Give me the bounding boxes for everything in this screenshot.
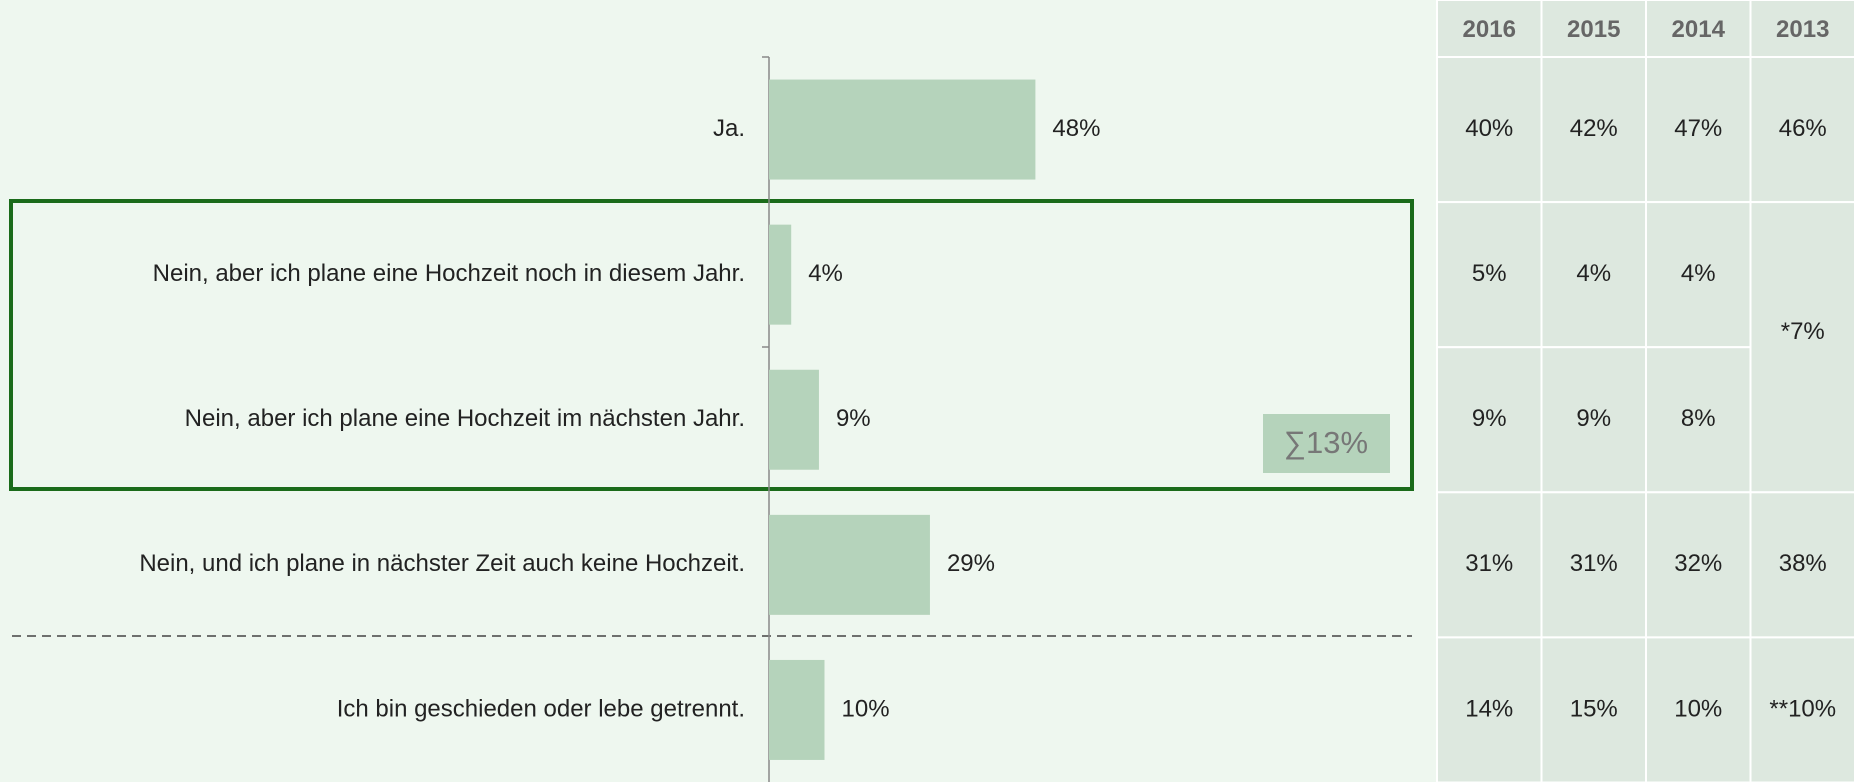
bar-label: Nein, und ich plane in nächster Zeit auc… <box>139 550 745 577</box>
value-label: 4% <box>808 260 843 287</box>
table-value: *7% <box>1781 318 1825 345</box>
table-value: 8% <box>1681 405 1716 432</box>
table-value: 9% <box>1576 405 1611 432</box>
column-header: 2013 <box>1776 16 1829 43</box>
value-label: 9% <box>836 405 871 432</box>
bar <box>769 369 819 470</box>
bar <box>769 79 1036 180</box>
value-label: 48% <box>1052 115 1100 142</box>
table-value: 10% <box>1674 695 1722 722</box>
table-cell <box>1645 491 1752 639</box>
table-value: 31% <box>1570 550 1618 577</box>
highlight-box <box>9 199 1414 491</box>
value-label: 29% <box>947 550 995 577</box>
table-cell <box>1540 491 1647 639</box>
bar-label: Ja. <box>713 115 745 142</box>
table-cell <box>1645 201 1752 349</box>
sum-box <box>1263 414 1390 473</box>
table-value: 9% <box>1472 405 1507 432</box>
table-value: **10% <box>1769 695 1836 722</box>
sum-annotation: ∑13% <box>1284 425 1368 460</box>
bar <box>769 224 792 325</box>
table-cell <box>1436 201 1543 349</box>
table-cell <box>1749 201 1855 494</box>
table-value: 38% <box>1779 550 1827 577</box>
table-value: 42% <box>1570 115 1618 142</box>
table-value: 32% <box>1674 550 1722 577</box>
table-cell <box>1749 636 1855 782</box>
column-header: 2016 <box>1463 16 1516 43</box>
table-value: 31% <box>1465 550 1513 577</box>
value-label: 10% <box>842 695 890 722</box>
table-value: 14% <box>1465 695 1513 722</box>
bar-label: Nein, aber ich plane eine Hochzeit noch … <box>153 260 745 287</box>
table-value: 4% <box>1681 260 1716 287</box>
table-cell <box>1436 491 1543 639</box>
table-value: 46% <box>1779 115 1827 142</box>
bar <box>769 514 930 615</box>
bar-label: Nein, aber ich plane eine Hochzeit im nä… <box>185 405 745 432</box>
table-value: 47% <box>1674 115 1722 142</box>
table-cell <box>1749 491 1855 639</box>
bar-label: Ich bin geschieden oder lebe getrennt. <box>337 695 745 722</box>
table-cell <box>1540 346 1647 494</box>
column-header: 2014 <box>1672 16 1726 43</box>
bar <box>769 659 825 760</box>
table-value: 5% <box>1472 260 1507 287</box>
table-cell <box>1645 56 1752 204</box>
table-cell <box>1540 636 1647 782</box>
column-header: 2015 <box>1567 16 1620 43</box>
table-cell <box>1436 636 1543 782</box>
table-value: 4% <box>1576 260 1611 287</box>
table-value: 15% <box>1570 695 1618 722</box>
table-value: 40% <box>1465 115 1513 142</box>
